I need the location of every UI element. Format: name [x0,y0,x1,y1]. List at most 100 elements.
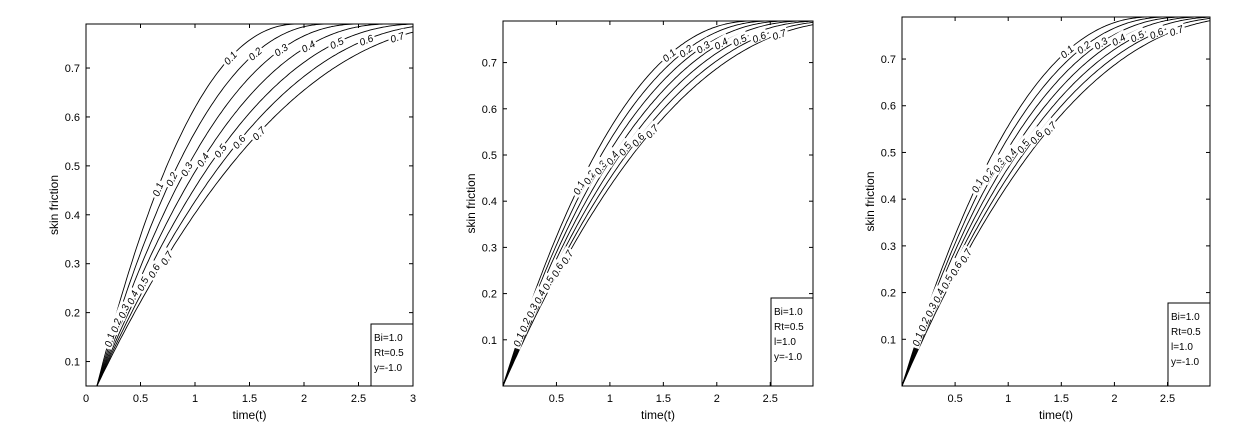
series-label-group: 0.7 [768,25,790,43]
series-line-0.3 [96,24,413,386]
label-knockout [728,30,750,49]
y-tick-label: 0.6 [482,104,497,116]
legend-box [1167,302,1211,387]
series-label-group: 0.4 [297,36,319,56]
y-tick-label: 0.2 [482,289,497,301]
label-knockout [156,247,176,269]
series-label: 0.1 [103,332,117,348]
series-line-0.6 [902,17,1210,386]
label-knockout [641,120,662,142]
label-knockout [768,25,790,42]
label-knockout [557,246,576,268]
y-tick-label: 0.4 [482,196,497,208]
label-knockout [132,273,151,295]
label-knockout [937,271,955,293]
series-label: 0.6 [358,33,375,49]
legend-entry: y=-1.0 [374,363,403,374]
series-label: 0.2 [165,171,181,189]
label-knockout [1072,36,1094,57]
label-knockout [355,30,377,48]
x-tick-label: 2 [1111,393,1117,405]
label-knockout [674,40,696,61]
chart-panel-3: 0.5 1 1.5 2 2.50.10.20.30.40.50.60.7time(t)s… [863,16,1211,422]
x-tick-label: 2.5 [351,393,366,405]
label-knockout [710,33,732,53]
series-line-0.2 [503,21,813,386]
label-knockout [691,36,714,56]
x-tick-label: 0.5 [549,393,564,405]
series-label-group: 0.2 [244,43,265,63]
series-label: 0.3 [924,301,940,318]
x-tick-label: 3 [410,393,416,405]
x-tick-label: 2.5 [1160,393,1175,405]
series-label: 0.2 [917,316,932,333]
label-knockout [921,299,939,320]
series-line-0.3 [503,21,813,386]
y-tick-label: 0.1 [881,334,896,346]
label-knockout [1165,21,1187,39]
x-axis-label: time(t) [1039,408,1073,422]
y-tick-label: 0.2 [881,288,896,300]
series-label-group: 0.1 [148,178,166,200]
label-knockout [107,314,124,336]
series-line-0.7 [96,31,413,386]
label-knockout [297,36,319,55]
label-knockout [908,328,925,350]
x-tick-label: 0.5 [947,393,962,405]
series-label-group: 0.3 [269,39,292,59]
y-tick-label: 0.7 [65,63,80,75]
label-knockout [522,299,540,321]
label-knockout [509,329,526,350]
y-tick-label: 0.3 [482,242,497,254]
series-line-0.3 [902,17,1210,386]
series-label: 0.3 [525,302,541,319]
series-label: 0.1 [151,181,166,198]
y-tick-label: 0.7 [482,58,497,70]
label-knockout [386,28,408,45]
label-knockout [538,272,557,294]
series-label: 0.6 [1148,26,1166,42]
series-label-group: 0.6 [355,30,377,49]
curves-group [96,24,413,386]
series-line-0.6 [503,21,813,386]
series-label: 0.1 [911,331,926,348]
series-label: 0.7 [1168,24,1185,39]
y-tick-label: 0.5 [482,150,497,162]
series-line-0.4 [96,24,413,386]
label-knockout [192,148,212,170]
y-tick-label: 0.7 [881,54,896,66]
legend-entry: Rt=0.5 [774,322,804,333]
x-tick-label: 1.5 [1054,393,1069,405]
series-label-group: 0.5 [728,30,750,49]
curves-group [902,17,1210,386]
y-axis-label: skin friction [863,171,877,231]
series-line-0.5 [96,24,413,386]
chart-panel-1: 0 0.5 1 1.5 2 2.5 30.10.20.30.40.50.60.7time(t… [47,23,416,422]
label-knockout [176,158,195,180]
x-tick-label: 1 [607,393,613,405]
label-knockout [228,130,249,152]
x-tick-label: 1.5 [242,393,257,405]
legend-box [370,323,414,387]
plot-frame [901,16,1211,387]
series-label-group: 0.7 [1165,21,1187,39]
x-tick-label: 1.5 [656,393,671,405]
legend-entry: Bi=1.0 [374,333,403,344]
series-label-group: 0.4 [1107,29,1129,49]
plot-frame [502,20,814,387]
series-label-group: 0.3 [921,299,940,320]
series-label-group: 0.7 [386,28,408,46]
series-line-0.1 [902,17,1210,386]
series-label: 0.3 [117,303,132,320]
label-knockout [530,285,548,307]
x-tick-label: 1 [1005,393,1011,405]
label-knockout [114,300,132,322]
y-tick-label: 0.4 [65,210,80,222]
label-knockout [748,27,770,45]
legend-entry: Rt=0.5 [1171,327,1201,338]
chart-panel-2: 0.5 1 1.5 2 2.50.10.20.30.40.50.60.7time(t)s… [464,20,814,422]
label-knockout [955,244,975,266]
legend-entry: l=1.0 [774,337,796,348]
label-knockout [1055,40,1077,62]
x-axis-label: time(t) [641,408,675,422]
